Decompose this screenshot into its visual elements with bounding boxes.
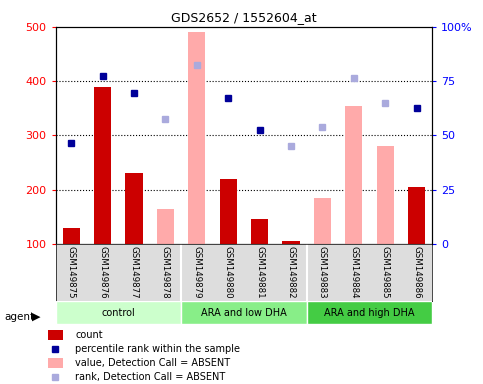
Bar	[251, 219, 268, 244]
Text: GSM149882: GSM149882	[286, 246, 296, 298]
Text: GSM149875: GSM149875	[67, 246, 76, 298]
Bar	[181, 301, 307, 324]
Bar	[48, 358, 63, 368]
Text: GSM149886: GSM149886	[412, 246, 421, 298]
Bar	[94, 86, 111, 244]
Text: ARA and low DHA: ARA and low DHA	[201, 308, 287, 318]
Text: GSM149879: GSM149879	[192, 246, 201, 298]
Bar	[220, 179, 237, 244]
Bar	[408, 187, 425, 244]
Text: GSM149877: GSM149877	[129, 246, 139, 298]
Text: agent: agent	[5, 312, 35, 322]
Text: GSM149883: GSM149883	[318, 246, 327, 298]
Bar	[377, 146, 394, 244]
Bar	[63, 228, 80, 244]
Bar	[314, 198, 331, 244]
Text: ARA and high DHA: ARA and high DHA	[324, 308, 415, 318]
Text: ▶: ▶	[32, 312, 41, 322]
Text: percentile rank within the sample: percentile rank within the sample	[75, 344, 241, 354]
Text: value, Detection Call = ABSENT: value, Detection Call = ABSENT	[75, 358, 230, 368]
Bar	[307, 301, 432, 324]
Text: control: control	[101, 308, 135, 318]
Bar	[126, 173, 142, 244]
Text: GSM149884: GSM149884	[349, 246, 358, 298]
Text: count: count	[75, 330, 103, 340]
Text: rank, Detection Call = ABSENT: rank, Detection Call = ABSENT	[75, 372, 226, 382]
Text: GSM149881: GSM149881	[255, 246, 264, 298]
Text: GSM149885: GSM149885	[381, 246, 390, 298]
Bar	[56, 301, 181, 324]
Bar	[283, 241, 299, 244]
Bar	[345, 106, 362, 244]
Text: GSM149880: GSM149880	[224, 246, 233, 298]
Bar	[157, 209, 174, 244]
Title: GDS2652 / 1552604_at: GDS2652 / 1552604_at	[171, 11, 317, 24]
Bar	[48, 330, 63, 340]
Text: GSM149878: GSM149878	[161, 246, 170, 298]
Text: GSM149876: GSM149876	[98, 246, 107, 298]
Bar	[188, 32, 205, 244]
